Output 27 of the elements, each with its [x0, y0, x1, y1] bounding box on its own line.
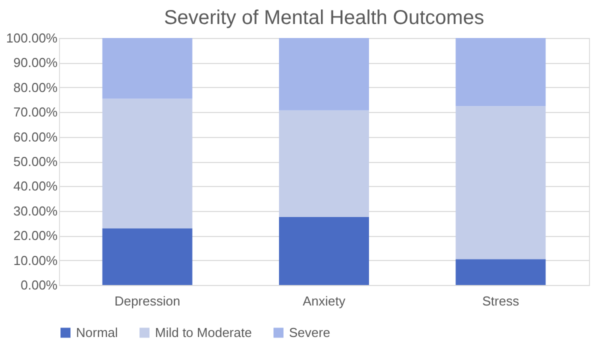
y-tick-label: 50.00%	[13, 154, 58, 169]
legend-label: Mild to Moderate	[155, 324, 252, 340]
x-tick-label: Depression	[114, 294, 180, 308]
legend-label: Normal	[76, 324, 118, 340]
bar	[279, 38, 369, 110]
bar	[102, 98, 192, 228]
bar	[456, 106, 546, 260]
bar	[279, 110, 369, 217]
bar	[456, 38, 546, 106]
y-tick-label: 10.00%	[13, 252, 58, 268]
bar	[102, 228, 192, 285]
y-tick-label: 40.00%	[13, 178, 58, 194]
y-tick-label: 20.00%	[13, 228, 58, 244]
y-tick-label: 60.00%	[13, 129, 58, 144]
y-tick-label: 0.00%	[20, 278, 58, 292]
legend-label: Severe	[289, 324, 330, 340]
bar	[102, 38, 192, 99]
bar	[456, 259, 546, 285]
x-tick-label: Stress	[482, 294, 520, 308]
y-tick-label: 70.00%	[13, 104, 58, 120]
x-tick-label: Anxiety	[302, 294, 346, 308]
chart-title: Severity of Mental Health Outcomes	[164, 7, 484, 29]
y-tick-label: 80.00%	[13, 80, 58, 95]
bar	[279, 216, 369, 285]
y-tick-label: 90.00%	[13, 55, 58, 70]
y-tick-label: 100.00%	[6, 30, 58, 46]
y-tick-label: 30.00%	[13, 203, 58, 218]
